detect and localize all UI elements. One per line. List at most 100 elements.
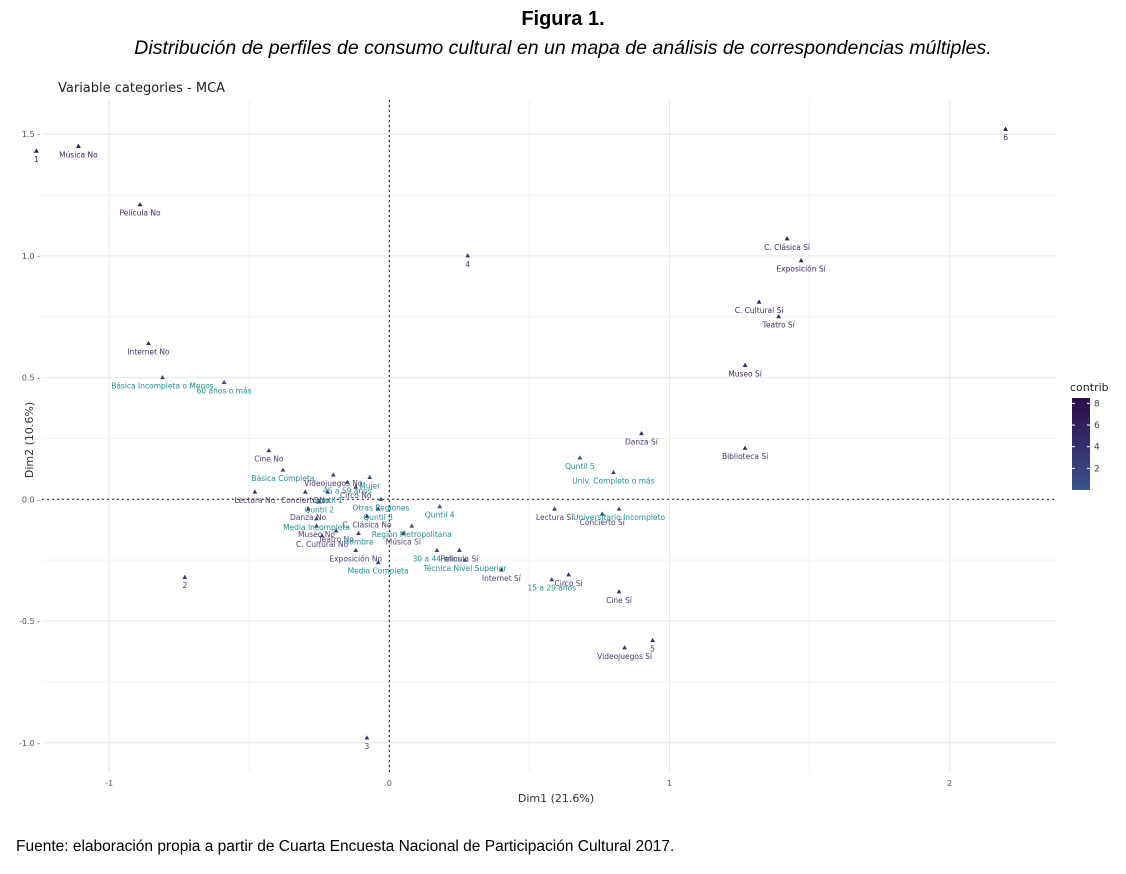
point-label: Univ. Completo o más [572, 477, 654, 486]
point-marker [319, 533, 325, 538]
point-marker [378, 496, 384, 501]
point-label: 15 a 29 años [527, 584, 576, 593]
point-label: 1 [34, 155, 39, 164]
point-marker [616, 589, 622, 594]
y-tick-label: 1.0 - [22, 252, 40, 261]
point-label: Teatro No [317, 535, 354, 544]
point-marker [611, 469, 616, 475]
point-label: Danza Sí [625, 438, 659, 447]
x-axis-label: Dim1 (21.6%) [518, 792, 594, 805]
point-marker [639, 430, 644, 436]
point-marker [577, 455, 583, 460]
legend-tick-label: 2 [1094, 464, 1100, 474]
point-label: Quntil 5 [565, 462, 595, 471]
figure-source: Fuente: elaboración propia a partir de C… [16, 838, 675, 855]
legend-tick-label: 4 [1094, 443, 1100, 453]
point-label: 30 a 44 años [413, 554, 462, 563]
point-marker [325, 489, 331, 494]
point-marker [266, 448, 272, 453]
point-label: Cine No [254, 455, 284, 464]
point-label: Internet No [127, 347, 170, 356]
point-label: 4 [465, 260, 470, 269]
point-marker [437, 504, 443, 509]
point-marker [314, 516, 319, 521]
point-label: 3 [365, 742, 370, 751]
chart-title: Variable categories - MCA [58, 81, 225, 96]
point-marker [375, 506, 381, 511]
figure-subtitle: Distribución de perfiles de consumo cult… [134, 37, 992, 59]
point-marker [622, 645, 628, 650]
point-label: Videojuegos No [304, 479, 363, 488]
point-marker [316, 499, 322, 504]
point-marker [434, 547, 440, 553]
mca-chart: Variable categories - MCA -1 0 1 2 -1.0 - -0.… [19, 81, 1109, 805]
point-marker [76, 143, 81, 148]
point-label: Exposición Sí [776, 265, 826, 274]
point-label: Internet Sí [482, 574, 522, 583]
point-label: 60 años o más [197, 386, 252, 395]
point-marker [367, 474, 373, 479]
point-marker [462, 557, 468, 562]
point-marker [33, 148, 39, 153]
point-marker [465, 253, 471, 258]
point-label: Película No [119, 209, 161, 218]
point-marker [552, 506, 558, 511]
point-label: Concierto No [281, 496, 330, 505]
legend: contrib 2 4 6 8 [1070, 381, 1109, 490]
point-marker [160, 374, 165, 380]
point-marker [650, 637, 656, 643]
point-marker [409, 523, 415, 528]
point-marker [252, 489, 258, 494]
point-marker [400, 530, 406, 535]
point-marker [566, 572, 572, 577]
y-tick-label: 1.5 - [22, 130, 40, 139]
point-label: Museo No [298, 530, 335, 539]
x-tick-label: 0 [387, 779, 392, 788]
point-marker [1003, 126, 1008, 131]
point-marker [314, 523, 319, 528]
point-marker [302, 489, 308, 494]
point-label: Básica Completa [251, 474, 314, 483]
point-label: Básica Incompleta o Menos [111, 382, 214, 391]
point-label: C. Clásica Sí [764, 243, 811, 252]
point-marker [330, 472, 336, 477]
point-marker [456, 547, 462, 553]
point-marker [305, 506, 311, 511]
grid [42, 100, 1056, 772]
point-marker [599, 511, 605, 516]
point-label: Quntil 2 [304, 506, 334, 515]
point-label: Museo Sí [728, 369, 762, 378]
point-marker [221, 379, 227, 385]
point-label: Lectura No [235, 496, 276, 505]
point-label: C. Clásica No [342, 520, 392, 529]
point-label: Música No [59, 150, 98, 159]
point-label: 2 [182, 581, 187, 590]
point-label: Universitario Incompleto [573, 513, 666, 522]
legend-title: contrib [1070, 381, 1109, 394]
point-marker [742, 445, 748, 450]
point-label: Técnica Nivel Superior [422, 564, 507, 573]
point-label: C. Cultural Sí [735, 306, 785, 315]
point-marker [616, 506, 622, 511]
points: Música No 1 Película No 4 6 C. Clásica Sí Expo… [33, 126, 1008, 751]
point-label: Teatro Sí [762, 321, 796, 330]
point-label: Película Sí [440, 554, 479, 563]
point-marker [798, 258, 804, 263]
legend-colorbar [1072, 398, 1090, 490]
point-label: Quntil 4 [425, 511, 455, 520]
point-marker [137, 202, 143, 207]
y-tick-label: 0.0 - [22, 495, 40, 504]
point-label: Circo No [340, 491, 372, 500]
legend-tick-label: 6 [1094, 421, 1100, 431]
point-label: Región Metropolitana [372, 530, 452, 539]
point-marker [364, 735, 370, 740]
point-marker [756, 299, 762, 304]
x-tick-label: 1 [667, 779, 672, 788]
point-marker [784, 236, 790, 241]
x-tick-label: -1 [105, 779, 113, 788]
point-marker [344, 479, 350, 484]
point-label: Música Sí [386, 537, 422, 546]
point-label: Concierto Sí [580, 518, 626, 527]
point-marker [353, 547, 359, 553]
point-label: 45 a 59 años [323, 486, 372, 495]
